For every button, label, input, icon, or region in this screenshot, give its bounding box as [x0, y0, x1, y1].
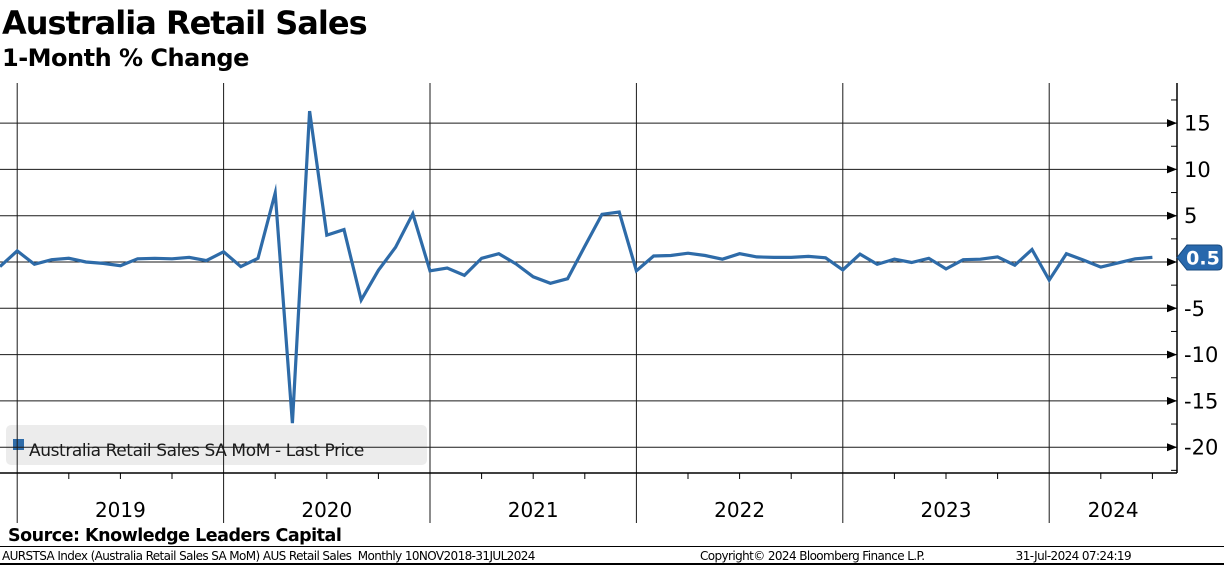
x-axis-year-label: 2022: [714, 498, 765, 522]
x-axis-year-label: 2020: [301, 498, 352, 522]
x-axis-year-label: 2021: [508, 498, 559, 522]
footer-copyright: Copyright© 2024 Bloomberg Finance L.P.: [700, 549, 925, 563]
y-axis-label: 5: [1184, 204, 1197, 228]
last-price-badge[interactable]: 0.5: [1176, 244, 1223, 271]
y-tick-arrow-icon: [1167, 211, 1177, 220]
page-subtitle: 1-Month % Change: [2, 44, 249, 72]
y-tick-arrow-icon: [1167, 443, 1177, 452]
legend-label: Australia Retail Sales SA MoM - Last Pri…: [29, 441, 364, 461]
legend-box: [6, 425, 427, 465]
retail-sales-line[interactable]: [0, 110, 1153, 424]
y-axis-label: -15: [1184, 389, 1218, 413]
footer-ticker-info: AURSTSA Index (Australia Retail Sales SA…: [2, 549, 535, 563]
series: [0, 110, 1153, 424]
bottom-border: [0, 563, 1224, 565]
y-axis-label: 15: [1184, 112, 1211, 136]
y-tick-arrow-icon: [1167, 258, 1177, 266]
y-tick-arrow-icon: [1167, 350, 1177, 359]
page-title: Australia Retail Sales: [2, 4, 368, 42]
footer-timestamp: 31-Jul-2024 07:24:19: [1015, 549, 1132, 563]
x-axis-year-label: 2024: [1088, 498, 1139, 522]
gridlines: [0, 83, 1177, 523]
legend: Australia Retail Sales SA MoM - Last Pri…: [6, 425, 427, 465]
last-price-badge-shape: [1176, 244, 1223, 271]
footer-divider: [0, 546, 1224, 547]
y-axis-label: 10: [1184, 158, 1211, 182]
y-tick-arrow-icon: [1167, 165, 1177, 174]
y-axis-label: -20: [1184, 436, 1218, 460]
y-tick-arrow-icon: [1167, 304, 1177, 313]
y-axis-label: -5: [1184, 297, 1205, 321]
axes: 15 10 5 -5 -10 -15 -20 2019 2020 2021 2022 2023 2024: [0, 83, 1218, 522]
y-tick-arrow-icon: [1167, 119, 1177, 128]
y-tick-arrow-icon: [1167, 396, 1177, 405]
y-axis-label: -10: [1184, 343, 1218, 367]
legend-marker-icon: [13, 439, 24, 450]
source-attribution: Source: Knowledge Leaders Capital: [8, 526, 342, 546]
last-price-value: 0.5: [1186, 248, 1220, 270]
x-axis-year-label: 2023: [921, 498, 972, 522]
x-axis-year-label: 2019: [95, 498, 146, 522]
